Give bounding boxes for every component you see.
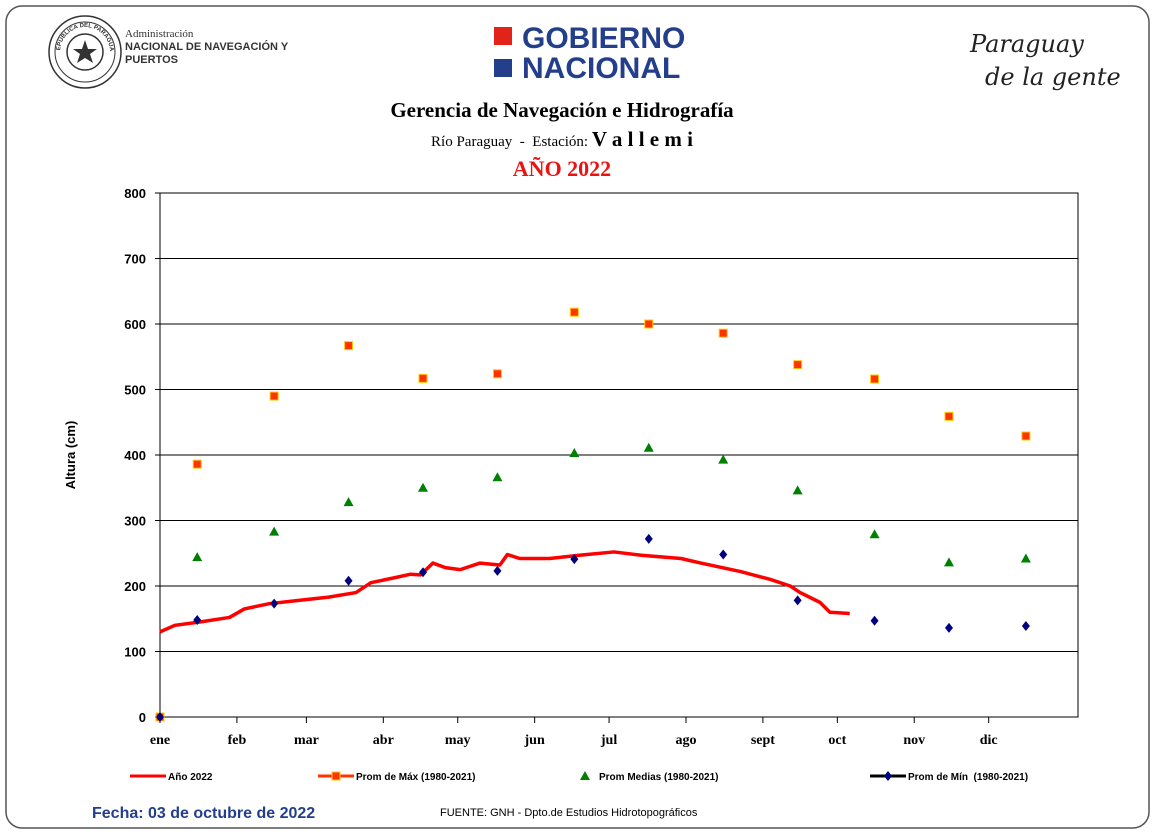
triangle-marker <box>718 454 729 464</box>
y-tick-label: 200 <box>124 579 146 594</box>
diamond-marker <box>793 595 802 606</box>
x-tick-label: ago <box>675 733 696 748</box>
triangle-marker <box>580 771 590 780</box>
triangle-marker <box>569 448 580 458</box>
y-tick-label: 800 <box>124 186 146 201</box>
y-tick-label: 300 <box>124 514 146 529</box>
plot: 0 100 200 300 400 500 600 700 800 ene feb mar abr may… <box>124 186 1079 783</box>
square-marker <box>944 411 954 421</box>
x-tick-label: jul <box>600 733 617 748</box>
y-tick-label: 700 <box>124 252 146 267</box>
x-tick-label: nov <box>903 733 925 748</box>
x-tick-label: abr <box>373 733 394 748</box>
y-axis-label: Altura (cm) <box>63 421 78 490</box>
agency-line: PUERTOS <box>125 54 178 66</box>
square-marker <box>344 341 354 351</box>
year-label: AÑO 2022 <box>513 156 611 181</box>
diamond-marker <box>193 615 202 626</box>
x-tick-label: ene <box>150 733 170 748</box>
footer-source: FUENTE: GNH - Dpto.de Estudios Hidrotopo… <box>440 807 698 819</box>
triangle-marker <box>943 557 954 567</box>
triangle-marker <box>269 526 280 536</box>
agency-line: NACIONAL DE NAVEGACIÓN Y <box>125 40 289 53</box>
triangle-marker <box>343 497 354 507</box>
footer-date: Fecha: 03 de octubre de 2022 <box>92 805 315 822</box>
diamond-marker <box>870 615 879 626</box>
gov-line: NACIONAL <box>522 52 680 85</box>
slogan: Paraguay <box>969 30 1084 58</box>
y-tick-label: 100 <box>124 645 146 660</box>
legend-label: Prom Medias (1980-2021) <box>599 772 719 783</box>
y-tick-label: 0 <box>139 710 146 725</box>
flag-blue <box>494 59 512 77</box>
triangle-marker <box>417 482 428 492</box>
y-tick-label: 600 <box>124 317 146 332</box>
square-marker <box>492 369 502 379</box>
triangle-marker <box>643 442 654 452</box>
square-marker <box>569 307 579 317</box>
square-marker <box>192 459 202 469</box>
square-marker <box>331 771 341 781</box>
y-tick-label: 500 <box>124 383 146 398</box>
diamond-marker <box>270 598 279 609</box>
subtitle-text: Río Paraguay - Estación: <box>431 134 592 150</box>
gov-line: GOBIERNO <box>522 22 685 55</box>
triangle-marker <box>492 472 503 482</box>
diamond-marker <box>493 565 502 576</box>
triangle-marker <box>869 529 880 539</box>
legend-label: Año 2022 <box>168 772 213 783</box>
x-tick-label: mar <box>294 733 319 748</box>
square-marker <box>793 360 803 370</box>
x-tick-label: feb <box>228 733 247 748</box>
square-marker <box>269 391 279 401</box>
flag-red <box>494 27 512 45</box>
legend-label: Prom de Mín (1980-2021) <box>908 772 1028 783</box>
square-marker <box>870 374 880 384</box>
triangle-marker <box>792 485 803 495</box>
diamond-marker <box>570 554 579 565</box>
diamond-marker <box>644 533 653 544</box>
diamond-marker <box>344 575 353 586</box>
chart-title: Gerencia de Navegación e Hidrografía <box>390 98 734 122</box>
square-marker <box>418 373 428 383</box>
legend-label: Prom de Máx (1980-2021) <box>356 772 476 783</box>
diamond-marker <box>1021 620 1030 631</box>
diamond-marker <box>944 622 953 633</box>
diamond-marker <box>719 549 728 560</box>
square-marker <box>718 328 728 338</box>
triangle-marker <box>1020 553 1031 563</box>
data-line <box>159 550 850 634</box>
agency-small: Administración <box>125 28 194 40</box>
x-tick-label: dic <box>980 733 998 748</box>
x-tick-label: may <box>445 733 471 748</box>
x-tick-label: sept <box>751 733 775 748</box>
diamond-marker <box>884 771 892 781</box>
square-marker <box>644 319 654 329</box>
diamond-marker <box>156 712 164 722</box>
diamond-marker <box>418 567 427 578</box>
triangle-marker <box>192 552 203 562</box>
slogan: de la gente <box>985 63 1121 91</box>
subtitle: Río Paraguay - Estación: V a l l e m i <box>431 127 693 151</box>
x-tick-label: jun <box>524 733 545 748</box>
station: V a l l e m i <box>592 127 693 151</box>
square-marker <box>1021 431 1031 441</box>
x-tick-label: oct <box>828 733 846 748</box>
y-tick-label: 400 <box>124 448 146 463</box>
